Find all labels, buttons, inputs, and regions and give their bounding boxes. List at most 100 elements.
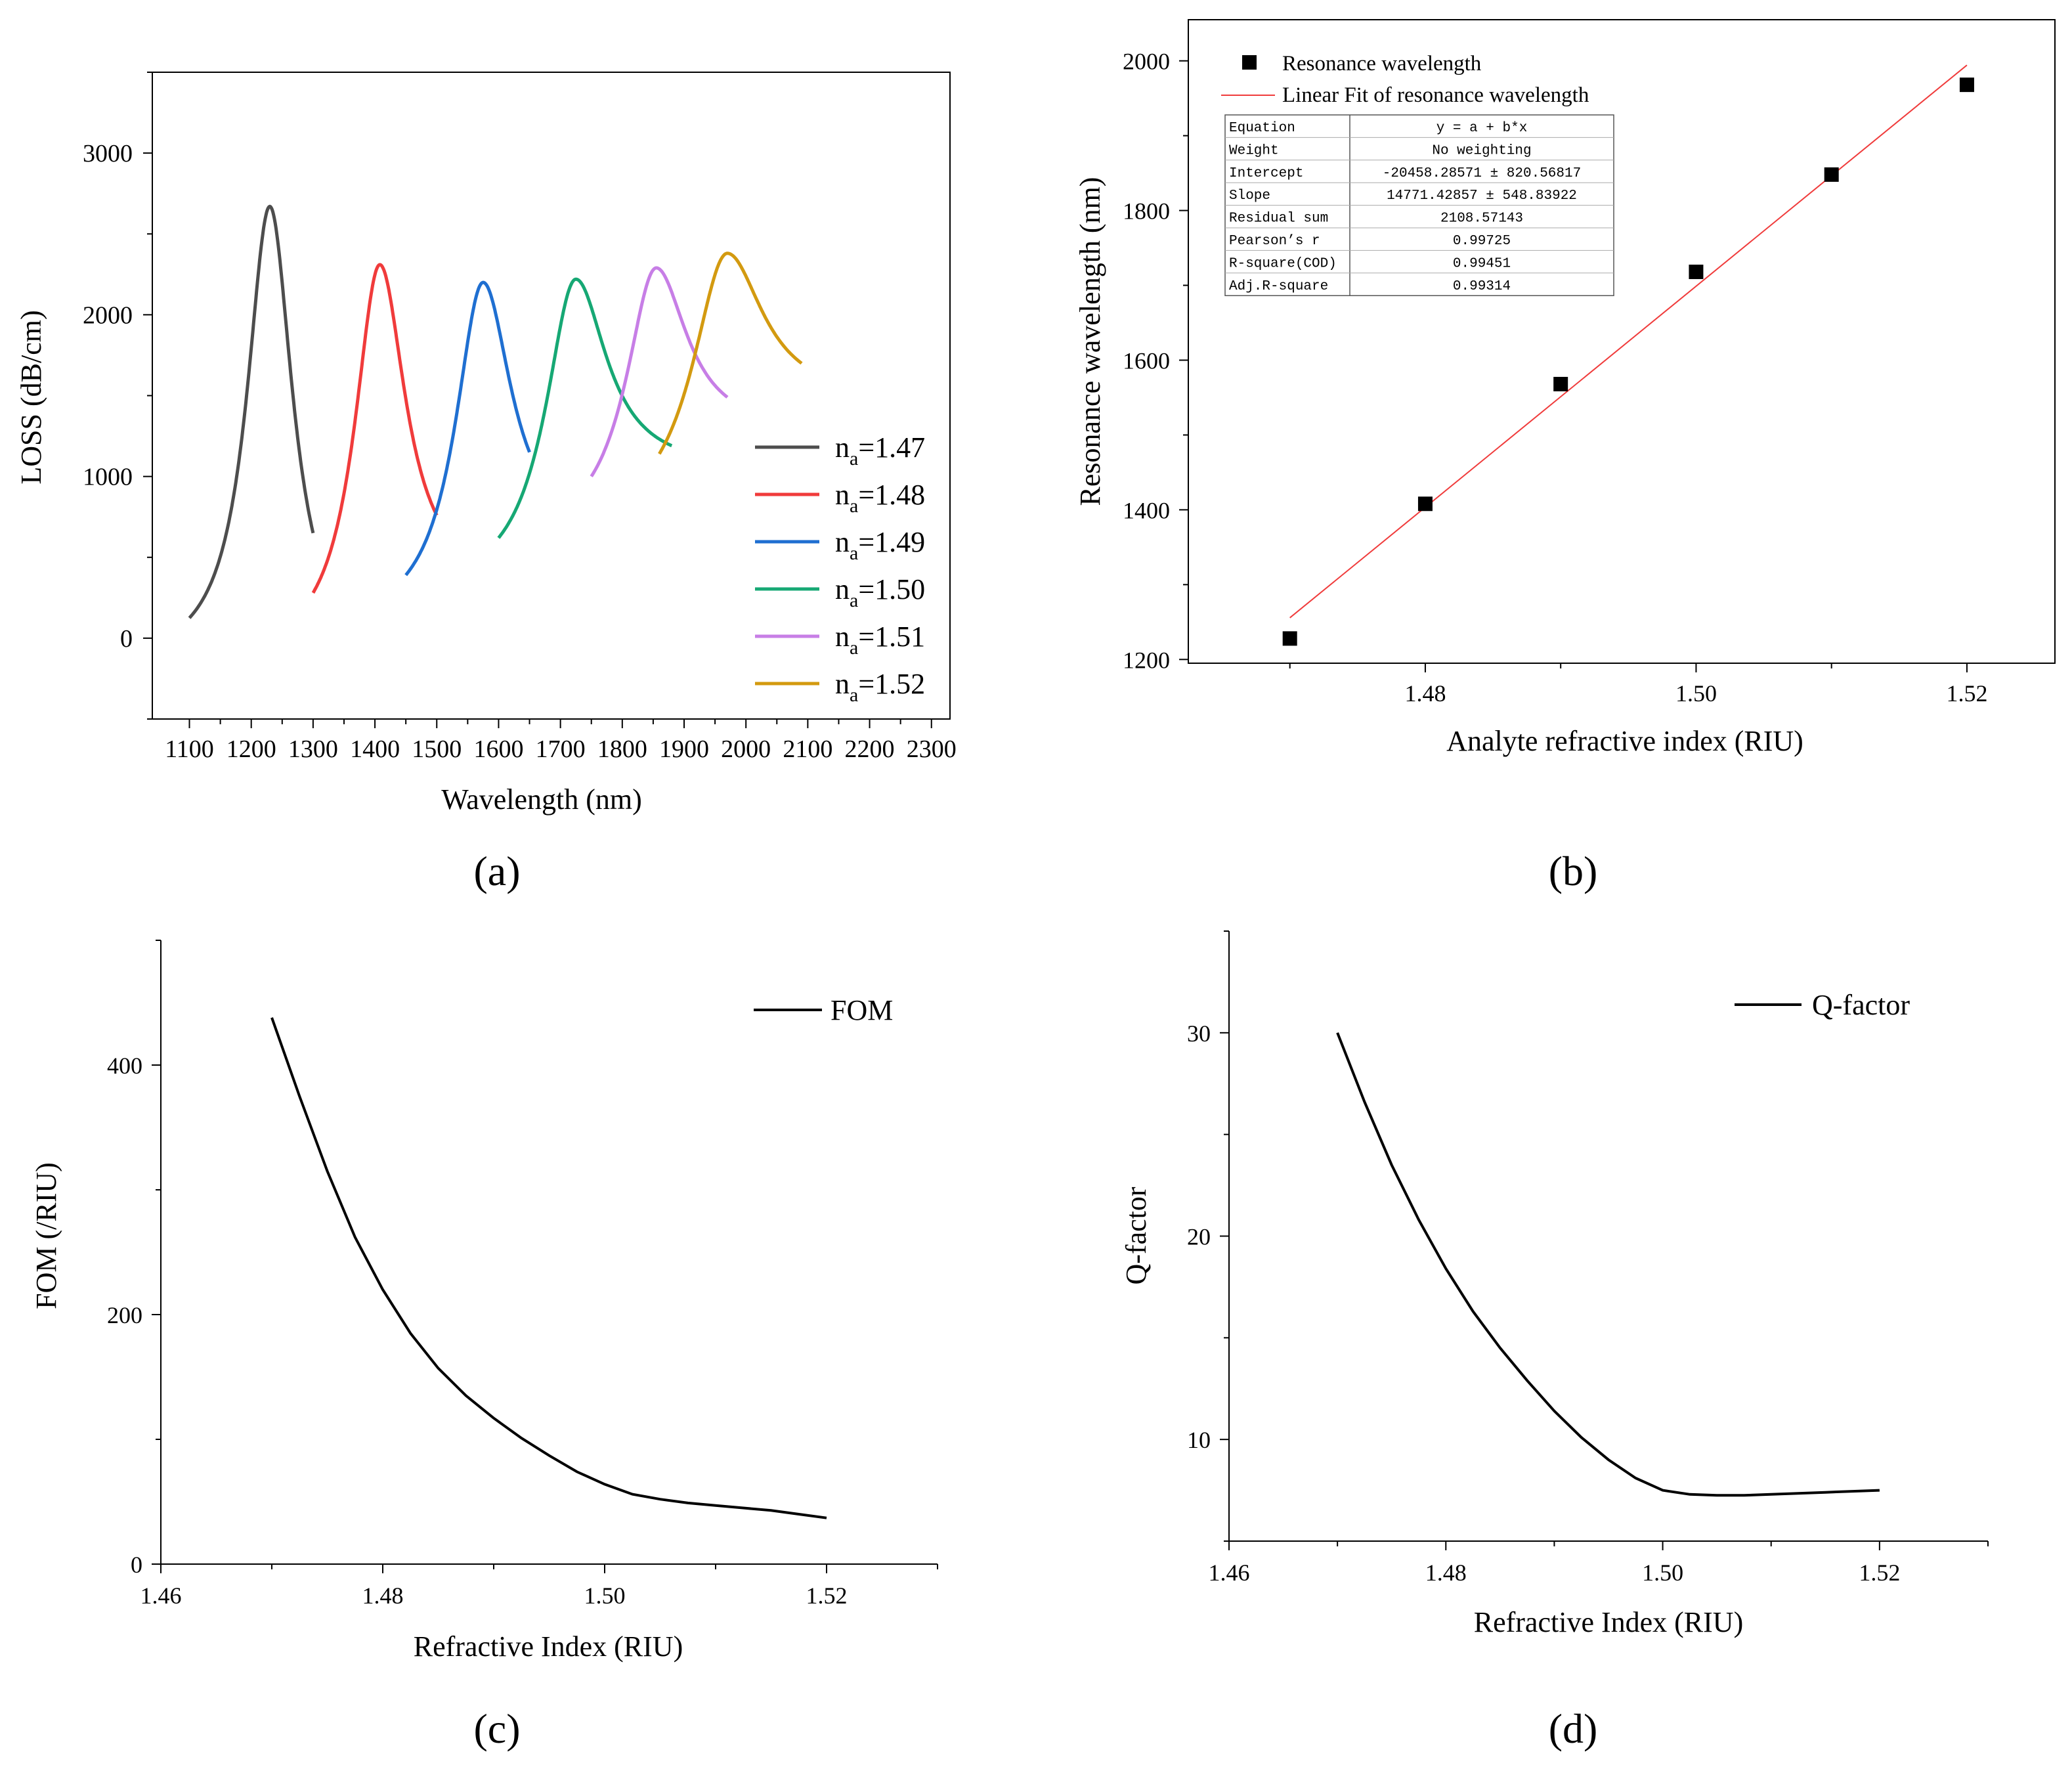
legend: FOM [754, 994, 893, 1026]
y-tick-label: 1200 [1123, 647, 1170, 673]
plot-frame [1188, 19, 2056, 664]
x-axis-label: Analyte refractive index (RIU) [1446, 725, 1803, 757]
table-value: 2108.57143 [1440, 211, 1523, 227]
x-axis-label: Refractive Index (RIU) [414, 1630, 683, 1663]
panel-b-resonance-fit: 1.48 1.50 1.52 1200 1400 1600 1800 2000 Resona… [1074, 19, 2056, 894]
table-key: Pearson’s r [1229, 234, 1320, 249]
legend-value: =1.48 [858, 479, 925, 511]
legend-subscript: a [850, 542, 858, 564]
x-tick-label: 1500 [412, 735, 462, 763]
x-axis-ticks: 1.46 1.48 1.50 1.52 [1209, 1541, 1989, 1586]
x-tick-label: 1100 [165, 735, 214, 763]
y-axis-label: FOM (/RIU) [30, 1162, 62, 1309]
x-axis-ticks: 1.46 1.48 1.50 1.52 [140, 1564, 938, 1609]
y-axis-ticks: 10 20 30 [1187, 930, 1229, 1542]
x-tick-label: 2200 [845, 735, 895, 763]
panel-c-fom: 1.46 1.48 1.50 1.52 0 200 400 FOM Refractive … [30, 940, 938, 1752]
linear-fit-line [1289, 64, 1968, 619]
y-tick-label: 2000 [83, 301, 133, 329]
y-tick-label: 1800 [1123, 198, 1170, 225]
series-line-1.50 [497, 277, 673, 539]
legend-symbol: n [835, 621, 850, 653]
y-tick-label: 30 [1187, 1020, 1211, 1047]
legend-subscript: a [850, 590, 858, 611]
legend-subscript: a [850, 495, 858, 517]
table-value: 0.99314 [1453, 279, 1511, 294]
legend-label: na=1.50 [835, 573, 925, 611]
table-key: Weight [1229, 143, 1279, 158]
legend-subscript: a [850, 637, 858, 659]
x-tick-label: 1800 [597, 735, 647, 763]
x-tick-label: 1.46 [1209, 1560, 1250, 1586]
legend-value: =1.52 [858, 668, 925, 700]
y-tick-label: 200 [107, 1302, 142, 1328]
legend-label: FOM [831, 994, 893, 1026]
panel-label: (c) [473, 1705, 520, 1752]
x-tick-label: 1.52 [1946, 680, 1987, 707]
legend-symbol: n [835, 479, 850, 511]
x-tick-label: 1.50 [1642, 1560, 1683, 1586]
x-tick-label: 1600 [473, 735, 523, 763]
y-tick-label: 1000 [83, 464, 133, 491]
y-axis-label: Q-factor [1120, 1187, 1152, 1284]
y-axis-ticks: 0 200 400 [107, 940, 161, 1578]
data-point [1417, 496, 1433, 512]
x-tick-label: 1700 [536, 735, 586, 763]
legend-value: =1.50 [858, 573, 925, 605]
panel-label: (d) [1549, 1705, 1598, 1752]
legend-symbol: n [835, 573, 850, 605]
legend-subscript: a [850, 448, 858, 469]
panel-d-q-factor: 1.46 1.48 1.50 1.52 10 20 30 Q-factor Refract… [1120, 930, 1989, 1752]
x-tick-label: 2000 [721, 735, 771, 763]
legend-label: na=1.51 [835, 621, 925, 659]
legend-symbol: n [835, 668, 850, 700]
legend-symbol: n [835, 526, 850, 558]
x-axis-label: Wavelength (nm) [441, 783, 642, 816]
x-tick-label: 1900 [659, 735, 709, 763]
x-tick-label: 1.48 [1404, 680, 1446, 707]
y-tick-label: 20 [1187, 1224, 1211, 1250]
table-key: Adj.R-square [1229, 279, 1328, 294]
data-point [1824, 167, 1839, 182]
x-tick-label: 1.52 [1859, 1560, 1900, 1586]
legend-value: =1.49 [858, 526, 925, 558]
x-tick-label: 1.50 [1675, 680, 1717, 707]
legend-label: na=1.47 [835, 431, 925, 469]
legend-value: =1.47 [858, 431, 925, 464]
legend: Resonance wavelength Linear Fit of reson… [1221, 52, 1589, 107]
legend-marker-square [1242, 55, 1257, 70]
legend: Q-factor [1735, 989, 1910, 1021]
legend-value: =1.51 [858, 621, 925, 653]
table-key: Slope [1229, 188, 1270, 204]
y-tick-label: 400 [107, 1053, 142, 1079]
legend-label: Linear Fit of resonance wavelength [1282, 83, 1589, 107]
data-point [1553, 376, 1568, 391]
legend-label: Resonance wavelength [1282, 52, 1482, 76]
table-key: Equation [1229, 121, 1295, 136]
q-factor-curve [1336, 1032, 1880, 1497]
table-key: Residual sum [1229, 211, 1328, 227]
data-point [1689, 265, 1704, 280]
y-tick-label: 10 [1187, 1427, 1211, 1453]
panel-label: (a) [473, 848, 520, 894]
table-value: y = a + b*x [1436, 121, 1528, 136]
y-tick-label: 3000 [83, 140, 133, 167]
series-line-1.48 [311, 263, 439, 594]
x-tick-label: 1.48 [362, 1582, 404, 1609]
panel-label: (b) [1549, 848, 1598, 894]
series-line-1.49 [404, 280, 531, 577]
y-tick-label: 0 [131, 1552, 142, 1578]
table-value: 0.99725 [1453, 234, 1511, 249]
fit-parameters-table: Equation y = a + b*x Weight No weighting Int… [1224, 114, 1614, 296]
panel-a-loss-spectra: 1100 1200 1300 1400 1500 1600 1700 1800 1900 2000… [15, 72, 957, 894]
legend-subscript: a [850, 684, 858, 706]
data-point [1959, 77, 1974, 93]
y-axis-ticks: 1200 1400 1600 1800 2000 [1123, 49, 1188, 673]
x-tick-label: 1300 [288, 735, 338, 763]
legend-label: Q-factor [1812, 989, 1910, 1021]
x-tick-label: 1.52 [806, 1582, 848, 1609]
fom-curve [270, 1017, 827, 1519]
resonance-points [1282, 77, 1974, 646]
x-tick-label: 2300 [907, 735, 957, 763]
